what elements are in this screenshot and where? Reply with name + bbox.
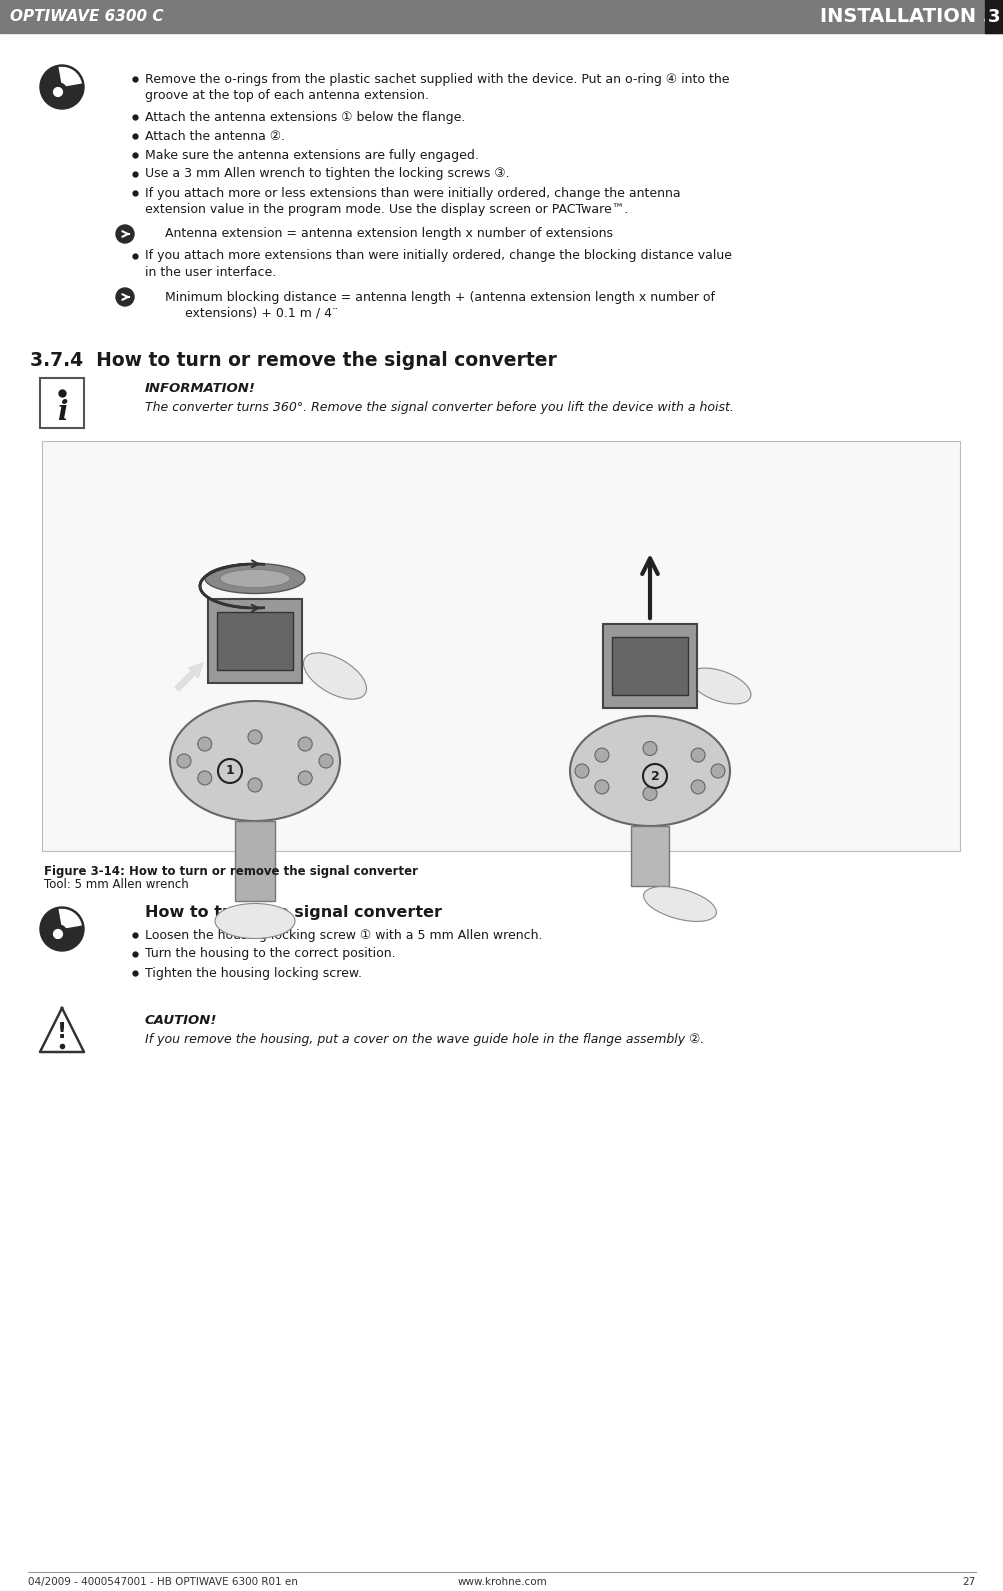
Circle shape [49,924,67,943]
Text: Figure 3-14: How to turn or remove the signal converter: Figure 3-14: How to turn or remove the s… [44,864,417,878]
Text: Turn the housing to the correct position.: Turn the housing to the correct position… [144,948,395,961]
Text: extension value in the program mode. Use the display screen or PACTware™.: extension value in the program mode. Use… [144,204,628,216]
Circle shape [690,780,704,794]
Ellipse shape [205,563,305,593]
Ellipse shape [303,652,366,698]
Text: How to turn the signal converter: How to turn the signal converter [144,905,441,921]
Text: www.krohne.com: www.krohne.com [456,1577,547,1586]
FancyBboxPatch shape [612,636,687,695]
Circle shape [53,88,62,97]
Bar [630,826,668,886]
Text: 3.7.4  How to turn or remove the signal converter: 3.7.4 How to turn or remove the signal c… [30,350,557,369]
Circle shape [53,929,62,939]
Text: Use a 3 mm Allen wrench to tighten the locking screws ③.: Use a 3 mm Allen wrench to tighten the l… [144,167,510,180]
Bar [984,0,1003,33]
Text: INSTALLATION 3: INSTALLATION 3 [818,6,995,25]
Text: If you remove the housing, put a cover on the wave guide hole in the flange asse: If you remove the housing, put a cover o… [144,1033,704,1045]
Wedge shape [58,908,82,929]
Text: Attach the antenna extensions ① below the flange.: Attach the antenna extensions ① below th… [144,110,465,124]
Circle shape [116,288,133,305]
Wedge shape [58,67,82,88]
Circle shape [575,764,589,778]
Circle shape [248,730,262,745]
Text: i: i [57,398,67,425]
Polygon shape [40,1009,84,1052]
Text: 04/2009 - 4000547001 - HB OPTIWAVE 6300 R01 en: 04/2009 - 4000547001 - HB OPTIWAVE 6300 … [28,1577,298,1586]
Text: If you attach more or less extensions than were initially ordered, change the an: If you attach more or less extensions th… [144,186,680,199]
Text: extensions) + 0.1 m / 4¨: extensions) + 0.1 m / 4¨ [185,307,338,320]
Ellipse shape [570,716,729,826]
Circle shape [49,83,67,102]
Ellipse shape [220,570,290,587]
Text: Attach the antenna ②.: Attach the antenna ②. [144,129,285,143]
FancyBboxPatch shape [217,613,293,670]
Ellipse shape [215,904,295,939]
Ellipse shape [170,702,340,821]
FancyBboxPatch shape [40,379,84,428]
Circle shape [40,65,84,110]
Circle shape [690,748,704,762]
Text: in the user interface.: in the user interface. [144,267,276,280]
Text: Remove the o-rings from the plastic sachet supplied with the device. Put an o-ri: Remove the o-rings from the plastic sach… [144,73,729,86]
FancyArrowPatch shape [175,663,203,690]
Text: The converter turns 360°. Remove the signal converter before you lift the device: The converter turns 360°. Remove the sig… [144,401,733,414]
Bar [235,821,275,901]
Text: 3: 3 [987,8,999,25]
Text: Antenna extension = antenna extension length x number of extensions: Antenna extension = antenna extension le… [164,228,613,240]
Text: Loosen the housing locking screw ① with a 5 mm Allen wrench.: Loosen the housing locking screw ① with … [144,929,542,942]
Circle shape [298,772,312,784]
Ellipse shape [688,668,750,703]
Circle shape [40,907,84,951]
Bar [42,441,959,851]
Circle shape [319,754,333,768]
Text: Tool: 5 mm Allen wrench: Tool: 5 mm Allen wrench [44,878,189,891]
Text: CAUTION!: CAUTION! [144,1013,218,1026]
Bar [0,0,1003,33]
Circle shape [198,772,212,784]
Text: groove at the top of each antenna extension.: groove at the top of each antenna extens… [144,89,428,102]
Circle shape [298,737,312,751]
Text: 27: 27 [962,1577,975,1586]
Circle shape [642,741,656,756]
Circle shape [710,764,724,778]
FancyBboxPatch shape [603,624,696,708]
Text: Minimum blocking distance = antenna length + (antenna extension length x number : Minimum blocking distance = antenna leng… [164,291,714,304]
Circle shape [595,780,608,794]
Circle shape [198,737,212,751]
Circle shape [248,778,262,792]
Circle shape [116,224,133,243]
Text: !: ! [57,1021,67,1042]
Text: OPTIWAVE 6300 C: OPTIWAVE 6300 C [10,10,163,24]
Text: 2: 2 [650,770,659,783]
Circle shape [595,748,608,762]
Ellipse shape [643,886,716,921]
Circle shape [642,786,656,800]
Text: INFORMATION!: INFORMATION! [144,382,256,395]
Text: Tighten the housing locking screw.: Tighten the housing locking screw. [144,966,362,980]
Text: Make sure the antenna extensions are fully engaged.: Make sure the antenna extensions are ful… [144,148,478,162]
Text: If you attach more extensions than were initially ordered, change the blocking d: If you attach more extensions than were … [144,250,731,263]
Text: 1: 1 [226,765,234,778]
FancyBboxPatch shape [208,598,302,683]
Circle shape [177,754,191,768]
